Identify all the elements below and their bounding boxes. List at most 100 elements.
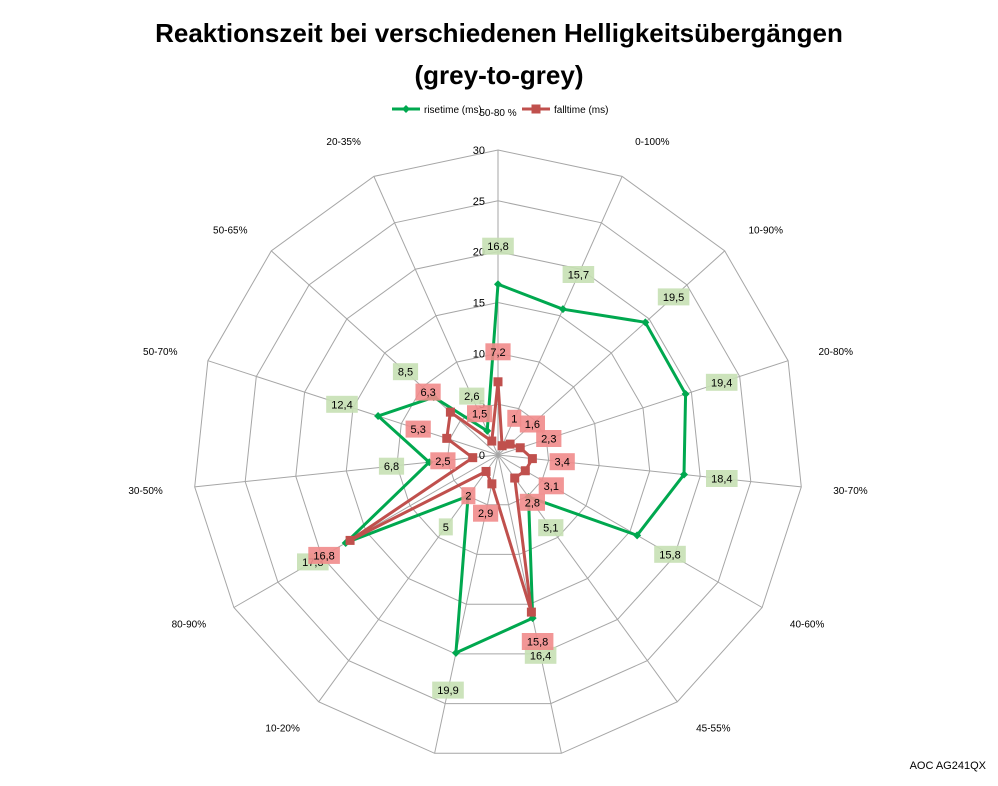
data-label-bg xyxy=(521,633,554,650)
series-0-point-0 xyxy=(494,280,502,289)
data-label-text: 18,4 xyxy=(711,474,732,486)
data-label-bg xyxy=(562,266,595,283)
data-label-text: 2,8 xyxy=(525,497,540,509)
data-label-text: 12,4 xyxy=(331,399,352,411)
tick-label-30: 30 xyxy=(473,145,485,157)
series-0-point-8 xyxy=(451,648,460,657)
tick-label-20: 20 xyxy=(473,247,485,259)
data-label-bg xyxy=(467,405,493,423)
series-1-point-5 xyxy=(520,466,530,476)
data-label-bg xyxy=(430,452,456,470)
spoke-1 xyxy=(497,176,623,456)
series-1-point-10 xyxy=(345,535,355,545)
tick-label-25: 25 xyxy=(473,196,485,208)
data-label-text: 2,9 xyxy=(478,508,493,520)
data-label-1-9: 2 xyxy=(461,487,476,505)
data-label-bg xyxy=(438,518,453,536)
chart-title-line-1: Reaktionszeit bei verschiedenen Helligke… xyxy=(155,18,843,48)
series-0-point-1 xyxy=(558,305,567,314)
data-label-1-6: 2,8 xyxy=(519,493,545,511)
category-label-4: 30-70% xyxy=(833,486,868,497)
series-1-point-0 xyxy=(493,377,503,387)
data-label-1-14: 1,5 xyxy=(467,405,493,423)
category-label-13: 50-65% xyxy=(213,226,248,237)
series-1-point-9 xyxy=(481,466,491,476)
data-label-bg xyxy=(326,395,358,413)
data-label-text: 19,5 xyxy=(663,292,684,304)
data-label-text: 1,5 xyxy=(472,409,487,421)
data-label-bg xyxy=(507,409,522,427)
data-label-1-10: 16,8 xyxy=(308,546,340,564)
category-label-11: 30-50% xyxy=(128,486,163,497)
data-label-0-8: 19,9 xyxy=(432,681,464,699)
series-0-point-12 xyxy=(374,412,383,421)
grid-ring-20 xyxy=(295,251,701,655)
data-label-0-5: 15,8 xyxy=(654,545,686,563)
series-0-point-5 xyxy=(633,531,642,540)
category-label-5: 40-60% xyxy=(790,620,825,631)
data-label-bg xyxy=(538,519,564,537)
data-label-1-13: 6,3 xyxy=(415,383,441,401)
series-0-point-2 xyxy=(641,318,650,327)
spoke-13 xyxy=(270,250,499,456)
data-label-0-6: 5,1 xyxy=(538,519,564,537)
data-label-0-3: 19,4 xyxy=(705,373,738,391)
category-label-12: 50-70% xyxy=(143,347,178,358)
series-layer xyxy=(341,280,690,657)
tick-label-10: 10 xyxy=(473,348,485,360)
data-label-bg xyxy=(549,453,575,471)
data-label-text: 15,8 xyxy=(527,637,548,649)
series-1-point-12 xyxy=(442,433,452,443)
data-label-bg xyxy=(392,363,419,381)
legend-marker-1 xyxy=(531,104,541,114)
data-label-text: 3,1 xyxy=(544,481,559,493)
series-1-point-1 xyxy=(497,441,507,451)
tick-label-15: 15 xyxy=(473,298,485,310)
data-label-text: 3,4 xyxy=(555,457,570,469)
data-label-bg xyxy=(524,646,557,664)
tick-label-0: 0 xyxy=(479,450,485,462)
category-label-0: 50-80 % xyxy=(479,108,516,119)
series-0-point-3 xyxy=(681,390,690,399)
series-1-point-11 xyxy=(468,453,478,463)
data-label-bg xyxy=(654,545,686,563)
data-label-bg xyxy=(705,373,738,391)
category-label-2: 10-90% xyxy=(749,226,784,237)
grid-ring-25 xyxy=(244,200,752,705)
chart-title-line-2: (grey-to-grey) xyxy=(414,60,584,90)
data-label-text: 5,3 xyxy=(411,424,426,436)
data-label-0-2: 19,5 xyxy=(657,288,690,306)
series-line-0 xyxy=(344,282,688,655)
data-label-bg xyxy=(405,420,431,438)
data-label-bg xyxy=(308,546,340,564)
data-label-1-4: 3,4 xyxy=(549,453,575,471)
series-1 xyxy=(345,377,537,617)
chart-title: Reaktionszeit bei verschiedenen Helligke… xyxy=(0,12,998,96)
data-label-text: 2,3 xyxy=(541,434,556,446)
series-1-point-4 xyxy=(527,454,537,464)
data-label-1-8: 2,9 xyxy=(473,504,499,522)
data-label-bg xyxy=(378,457,405,475)
category-label-9: 10-20% xyxy=(265,724,300,735)
data-label-0-9: 5 xyxy=(438,518,453,536)
spoke-4 xyxy=(497,454,802,488)
series-1-point-14 xyxy=(487,436,497,446)
data-label-1-2: 1,6 xyxy=(519,415,545,433)
data-label-bg xyxy=(536,430,562,447)
category-label-1: 0-100% xyxy=(635,137,670,148)
data-label-bg xyxy=(657,288,690,306)
data-label-bg xyxy=(538,477,564,495)
data-label-bg xyxy=(482,237,514,255)
data-label-text: 8,5 xyxy=(398,367,413,379)
legend-text-0: risetime (ms) xyxy=(424,105,482,116)
data-label-text: 2,6 xyxy=(464,391,479,403)
data-label-1-1: 1 xyxy=(507,409,522,427)
data-label-0-1: 15,7 xyxy=(562,266,595,283)
data-label-text: 6,8 xyxy=(384,461,399,473)
data-label-0-7: 16,4 xyxy=(524,646,557,664)
data-label-text: 2,5 xyxy=(435,456,450,468)
series-1-point-7 xyxy=(526,607,536,617)
data-label-text: 5,1 xyxy=(543,523,558,535)
data-label-text: 2 xyxy=(465,491,471,503)
